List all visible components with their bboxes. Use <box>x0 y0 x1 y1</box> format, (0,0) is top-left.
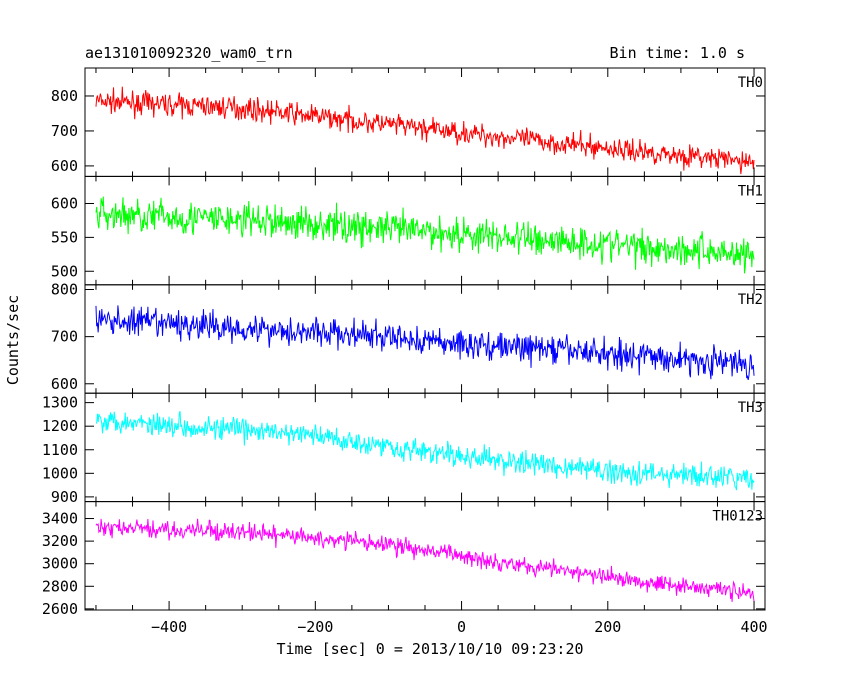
panels-layer: 600 700 800 TH0 500 550 600 TH1 600 700 800 TH2 900 1… <box>42 67 768 636</box>
x-tick-label-3: 200 <box>594 618 621 636</box>
panel-label-th2: TH2 <box>738 292 763 308</box>
y-tick-label-th2-700: 700 <box>51 328 78 346</box>
series-th2 <box>95 305 755 380</box>
panel-frame-th0123 <box>84 501 766 611</box>
panel-th0123: 2600 2800 3000 3200 3400 TH0123 <box>42 501 766 618</box>
series-th0 <box>95 86 755 175</box>
panel-label-th3: TH3 <box>738 400 763 416</box>
panel-th1: 500 550 600 TH1 <box>51 175 766 286</box>
series-th1 <box>95 196 755 274</box>
y-tick-label-th0123-2800: 2800 <box>42 577 78 595</box>
y-tick-label-th0123-3200: 3200 <box>42 532 78 550</box>
panel-label-th0123: TH0123 <box>712 509 763 525</box>
panel-th0: 600 700 800 TH0 <box>51 67 766 177</box>
x-tick-label-1: −200 <box>297 618 333 636</box>
y-tick-label-th3-900: 900 <box>51 488 78 506</box>
y-tick-label-th0123-2600: 2600 <box>42 600 78 618</box>
x-tick-label-0: −400 <box>151 618 187 636</box>
bin-time-label: Bin time: 1.0 s <box>610 44 745 62</box>
x-tick-label-2: 0 <box>457 618 466 636</box>
series-th0123 <box>95 518 755 602</box>
y-tick-label-th1-500: 500 <box>51 262 78 280</box>
panel-th2: 600 700 800 TH2 <box>51 281 766 394</box>
y-tick-label-th2-800: 800 <box>51 281 78 299</box>
y-tick-label-th3-1200: 1200 <box>42 417 78 435</box>
series-th3 <box>95 411 755 491</box>
y-tick-label-th0123-3400: 3400 <box>42 510 78 528</box>
y-tick-label-th1-550: 550 <box>51 228 78 246</box>
panel-label-th1: TH1 <box>738 183 763 199</box>
y-tick-label-th0-800: 800 <box>51 87 78 105</box>
chart-title: ae131010092320_wam0_trn <box>85 44 293 62</box>
y-axis-label: Counts/sec <box>4 295 22 385</box>
y-tick-label-th0123-3000: 3000 <box>42 555 78 573</box>
x-tick-label-4: 400 <box>740 618 767 636</box>
y-tick-label-th0-700: 700 <box>51 122 78 140</box>
x-axis-label: Time [sec] 0 = 2013/10/10 09:23:20 <box>276 640 583 658</box>
y-tick-label-th3-1000: 1000 <box>42 464 78 482</box>
y-tick-label-th3-1100: 1100 <box>42 441 78 459</box>
y-tick-label-th3-1300: 1300 <box>42 394 78 412</box>
panel-th3: 900 1000 1100 1200 1300 TH3 <box>42 392 766 506</box>
y-tick-label-th0-600: 600 <box>51 157 78 175</box>
panel-frame-th3 <box>84 392 766 503</box>
y-tick-label-th2-600: 600 <box>51 375 78 393</box>
panel-label-th0: TH0 <box>738 75 763 91</box>
panel-frame-th1 <box>84 175 766 286</box>
panel-frame-th0 <box>84 67 766 177</box>
y-tick-label-th1-600: 600 <box>51 195 78 213</box>
